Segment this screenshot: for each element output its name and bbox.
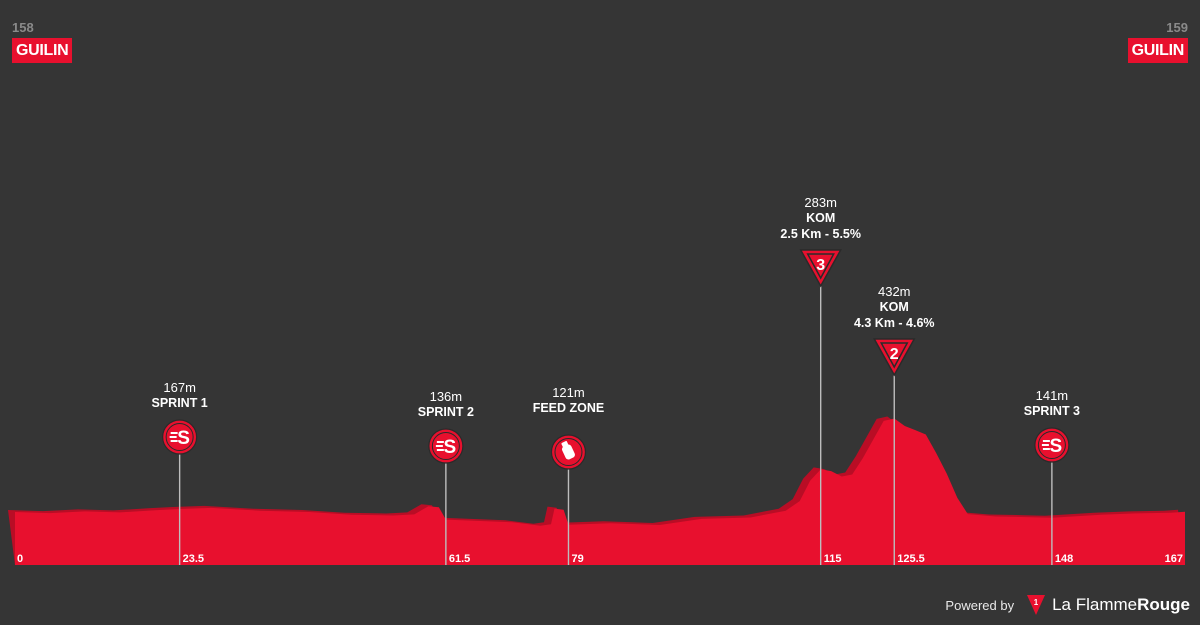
start-altitude: 158	[12, 20, 34, 35]
marker-circle-inner	[431, 432, 460, 460]
kom-category-icon: 3	[799, 249, 842, 288]
marker-subtitle: 4.3 Km - 4.6%	[854, 316, 935, 330]
sprint-icon: S	[1034, 427, 1070, 463]
marker-title: SPRINT 1	[152, 396, 208, 410]
marker-circle-inner	[1037, 431, 1066, 459]
km-tick-label: 79	[571, 553, 583, 565]
kom-category-number: 2	[890, 346, 899, 363]
marker-circle-inner	[554, 438, 583, 466]
sprint-letter: S	[1050, 436, 1063, 457]
flamme-rouge-logo-icon: 1	[1027, 595, 1046, 615]
km-ticks: 0 23.5 61.5 79 115 125.5 148 167	[17, 553, 1183, 565]
svg-text:1: 1	[1034, 598, 1039, 607]
brand-name[interactable]: La FlammeRouge	[1052, 595, 1190, 615]
marker-title: KOM	[806, 211, 835, 225]
finish-location: 159 GUILIN	[1127, 20, 1188, 63]
kom-triangle-inner	[806, 253, 835, 280]
sprint-icon: S	[162, 419, 198, 455]
sprint-icon: S	[428, 428, 464, 464]
start-town: GUILIN	[12, 38, 73, 63]
km-tick-label: 61.5	[449, 553, 470, 565]
marker-title: KOM	[880, 300, 909, 314]
marker-subtitle: 2.5 Km - 5.5%	[780, 227, 861, 241]
bottle-body	[561, 444, 575, 460]
brand-name-bold: Rouge	[1137, 595, 1190, 614]
kom-category-icon: 2	[872, 338, 916, 377]
km-tick-label: 167	[1165, 553, 1183, 565]
km-tick-label: 115	[824, 553, 842, 565]
sprint-letter: S	[444, 437, 457, 458]
marker-altitude: 283m	[804, 195, 837, 210]
finish-town: GUILIN	[1127, 38, 1188, 63]
marker-circle	[428, 428, 464, 464]
marker-circle	[162, 419, 198, 455]
km-tick-label: 125.5	[897, 553, 925, 565]
marker-altitude: 136m	[430, 389, 463, 404]
profile-elevation	[15, 418, 1185, 565]
marker-circle	[1034, 427, 1070, 463]
marker-altitude: 121m	[552, 385, 585, 400]
marker-altitude: 432m	[878, 284, 911, 299]
finish-altitude: 159	[1166, 20, 1188, 35]
kom-triangle-inner	[879, 342, 909, 369]
powered-by-text: Powered by	[945, 597, 1015, 613]
sprint-letter: S	[177, 428, 190, 449]
marker-title: SPRINT 2	[418, 405, 474, 419]
brand-name-light: La Flamme	[1052, 595, 1138, 614]
feed-bottle-icon	[550, 434, 587, 470]
marker-title: FEED ZONE	[533, 401, 605, 415]
km-tick-label: 0	[17, 553, 23, 565]
profile-area	[8, 416, 1185, 565]
kom-category-number: 3	[816, 257, 825, 274]
marker-circle-inner	[165, 423, 194, 451]
footer: Powered by 1 La FlammeRouge	[945, 593, 1190, 617]
marker-altitude: 167m	[163, 380, 196, 395]
km-tick-label: 148	[1055, 553, 1073, 565]
start-location: 158 GUILIN	[12, 20, 73, 63]
km-tick-label: 23.5	[183, 553, 204, 565]
bottle-cap	[561, 441, 569, 448]
marker-altitude: 141m	[1036, 388, 1069, 403]
marker-title: SPRINT 3	[1024, 404, 1080, 418]
